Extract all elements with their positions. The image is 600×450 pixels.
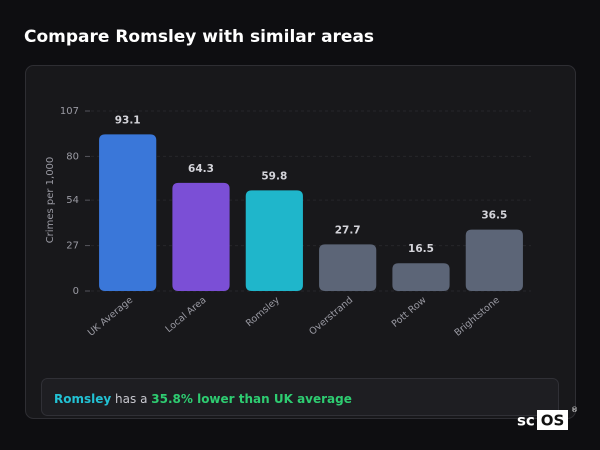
y-tick-label: 27: [66, 241, 79, 252]
bar: [319, 244, 377, 291]
bar: [245, 190, 303, 291]
summary-area: Romsley: [54, 392, 111, 406]
y-axis-label: Crimes per 1,000: [45, 157, 56, 244]
value-label: 27.7: [335, 224, 361, 236]
logo-mark: ®: [571, 406, 578, 414]
value-label: 16.5: [408, 243, 434, 255]
value-label: 36.5: [481, 210, 507, 222]
value-label: 64.3: [188, 163, 214, 175]
bar: [465, 229, 523, 291]
summary: Romsley has a 35.8% lower than UK averag…: [54, 392, 352, 406]
page-title: Compare Romsley with similar areas: [24, 27, 374, 47]
logo-prefix: sc: [517, 412, 535, 430]
y-tick-label: 107: [60, 106, 79, 117]
bar: [172, 182, 230, 291]
summary-highlight: 35.8% lower than UK average: [151, 392, 352, 406]
y-tick-label: 80: [66, 151, 79, 162]
y-tick-label: 0: [73, 286, 79, 297]
logo-box: [537, 410, 568, 430]
value-label: 59.8: [261, 170, 287, 182]
bar: [99, 134, 157, 291]
y-tick-label: 54: [66, 195, 79, 206]
bar: [392, 263, 450, 291]
summary-box: [41, 378, 559, 416]
summary-text: has a: [115, 392, 147, 406]
value-label: 93.1: [115, 114, 141, 126]
logo-boxed: OS: [541, 412, 565, 430]
